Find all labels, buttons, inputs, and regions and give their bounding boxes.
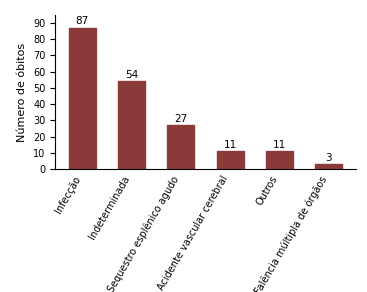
Text: 11: 11 — [224, 140, 237, 150]
Bar — [167, 125, 195, 169]
Text: 54: 54 — [125, 70, 138, 80]
Bar — [118, 81, 145, 169]
Bar — [315, 164, 342, 169]
Bar — [217, 152, 244, 169]
Text: 3: 3 — [326, 153, 332, 163]
Text: 87: 87 — [76, 16, 89, 26]
Bar — [69, 28, 96, 169]
Text: 11: 11 — [273, 140, 286, 150]
Y-axis label: Número de óbitos: Número de óbitos — [17, 42, 28, 142]
Bar — [266, 152, 293, 169]
Text: 27: 27 — [174, 114, 188, 124]
